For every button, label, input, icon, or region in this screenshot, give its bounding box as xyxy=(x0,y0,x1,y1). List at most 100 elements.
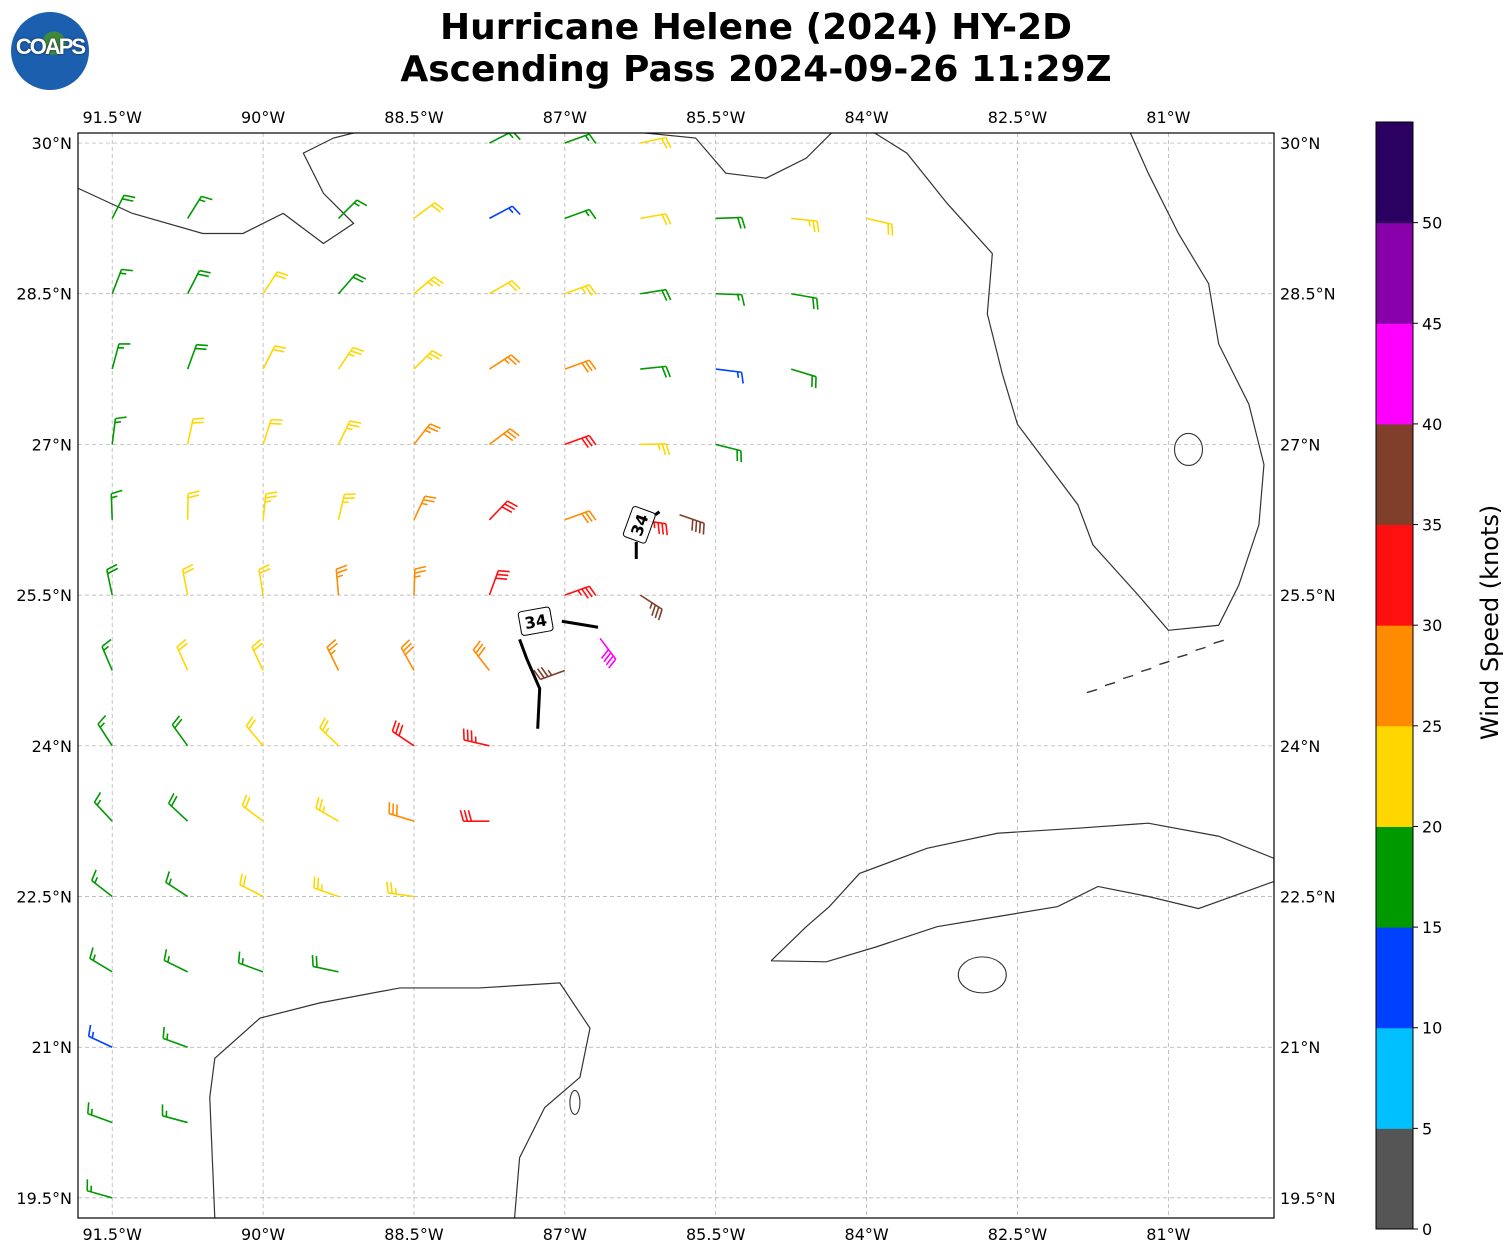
barb-full xyxy=(698,521,702,534)
barb-half xyxy=(114,421,122,424)
wind-barb xyxy=(564,434,597,449)
barb-full xyxy=(812,220,816,233)
barb-full xyxy=(385,881,390,894)
barb-staff xyxy=(326,646,340,671)
wind-barb xyxy=(110,489,123,520)
barb-full xyxy=(199,269,211,274)
colorbar-bin xyxy=(1376,423,1413,526)
barb-full xyxy=(352,276,364,283)
barb-staff xyxy=(262,493,267,520)
barb-staff xyxy=(640,213,667,220)
wind-barb xyxy=(640,288,672,302)
wind-barb xyxy=(167,792,189,822)
barb-full xyxy=(427,426,439,433)
lon-tick-label-bottom: 87°W xyxy=(543,1225,587,1244)
barb-full xyxy=(581,437,589,449)
florida-keys xyxy=(1086,688,1098,694)
wind-barb xyxy=(640,365,672,378)
barb-full xyxy=(654,606,660,619)
wind-barb xyxy=(791,292,819,310)
barb-staff xyxy=(413,423,431,445)
barb-staff xyxy=(319,727,340,747)
colorbar-bin xyxy=(1376,222,1413,324)
barb-full xyxy=(90,869,97,881)
barb-staff xyxy=(640,288,667,295)
barb-half xyxy=(91,1031,95,1039)
florida-keys xyxy=(1213,639,1224,645)
barb-staff xyxy=(176,646,189,671)
wind-barb xyxy=(488,354,521,370)
wind-barb xyxy=(262,418,283,445)
barb-half xyxy=(99,722,106,728)
wind-barb xyxy=(186,417,205,445)
lat-tick-label-right: 24°N xyxy=(1280,737,1320,756)
barb-staff xyxy=(488,428,511,446)
barb-half xyxy=(577,589,583,596)
barb-staff xyxy=(162,1037,188,1048)
wind-barb xyxy=(251,638,264,671)
barb-full xyxy=(259,567,271,575)
barb-full xyxy=(245,716,254,727)
wind-barb xyxy=(163,949,188,973)
barb-full xyxy=(665,289,672,301)
wind-barb xyxy=(472,640,491,671)
barb-full xyxy=(389,882,393,894)
wind-barb xyxy=(87,1024,113,1048)
wind-barb xyxy=(391,720,415,747)
barb-half xyxy=(241,958,244,965)
barb-half xyxy=(92,954,96,961)
lon-tick-label-top: 88.5°W xyxy=(384,108,444,127)
barb-full xyxy=(815,298,819,310)
barb-full xyxy=(513,133,521,141)
wind-barb xyxy=(489,205,521,220)
barb-full xyxy=(657,609,663,621)
wind-barb xyxy=(489,280,521,295)
barb-full xyxy=(171,715,181,726)
barb-staff xyxy=(790,368,817,378)
barb-full xyxy=(588,359,597,370)
barb-full xyxy=(414,565,427,570)
barb-full xyxy=(507,500,518,508)
barb-full xyxy=(477,646,486,657)
barb-full xyxy=(251,638,262,648)
barb-staff xyxy=(715,216,742,220)
barb-staff xyxy=(89,957,113,973)
lon-tick-label-bottom: 90°W xyxy=(241,1225,285,1244)
wind-barb xyxy=(413,423,441,445)
barb-full xyxy=(665,137,672,149)
wind-barb xyxy=(181,563,195,596)
barb-full xyxy=(178,642,189,651)
label-box xyxy=(622,506,656,544)
lon-tick-label-top: 85.5°W xyxy=(686,108,746,127)
barb-full xyxy=(391,720,397,732)
barb-full xyxy=(495,577,507,580)
barb-full xyxy=(336,568,348,574)
wind-barb xyxy=(413,565,427,596)
barb-full xyxy=(501,506,513,514)
barb-staff xyxy=(186,195,203,219)
barb-full xyxy=(434,202,445,211)
coaps-logo: COAPS xyxy=(11,12,89,90)
barb-staff xyxy=(715,292,742,296)
barb-full xyxy=(326,638,337,648)
barb-staff xyxy=(791,292,817,300)
barb-staff xyxy=(181,569,189,596)
wind-barb xyxy=(262,491,278,520)
barb-staff xyxy=(337,420,351,445)
barb-staff xyxy=(715,443,742,452)
barb-full xyxy=(335,564,348,570)
barb-staff xyxy=(337,273,357,295)
barb-full xyxy=(588,510,597,521)
barb-full xyxy=(174,718,183,729)
coast-yucatan xyxy=(209,982,591,1218)
barb-full xyxy=(313,876,316,889)
barb-full xyxy=(165,871,171,883)
colorbar-tick-label: 10 xyxy=(1422,1019,1442,1038)
barb-full xyxy=(581,513,589,524)
barb-staff xyxy=(335,569,340,596)
barb-full xyxy=(352,346,365,352)
chart-subtitle: Ascending Pass 2024-09-26 11:29Z xyxy=(400,49,1112,90)
wind-barb xyxy=(258,564,271,596)
barb-full xyxy=(258,564,270,571)
barb-staff xyxy=(564,510,590,521)
